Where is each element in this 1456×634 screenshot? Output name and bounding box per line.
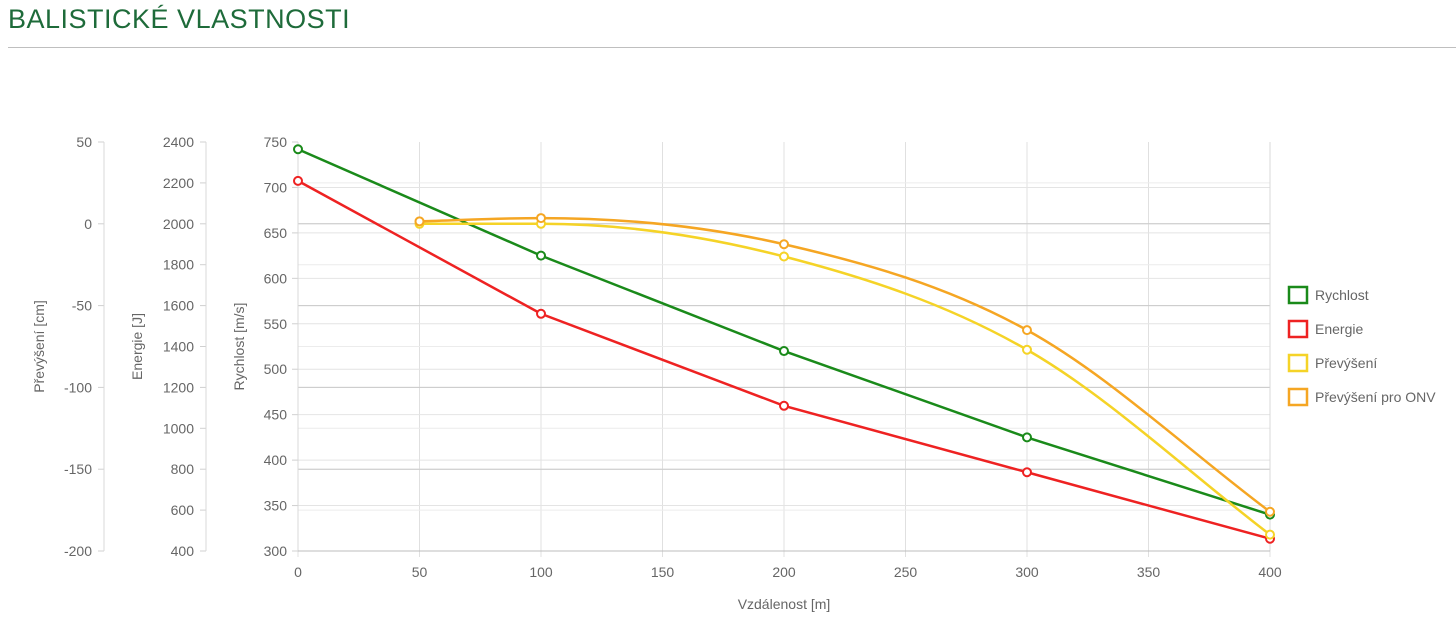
y-tick-label: 1200 [163,379,194,395]
title-divider [8,47,1456,48]
data-point-prevyseni [779,251,789,262]
data-point-prevyseni-pro-onv [536,213,546,224]
legend: Rychlost Energie Převýšení Převýšení pro ON… [1287,285,1436,407]
x-tick-label: 0 [294,564,302,580]
legend-label: Rychlost [1315,287,1369,303]
x-tick-label: 400 [1258,564,1282,580]
data-point-prevyseni-pro-onv [1022,325,1032,336]
data-point-prevyseni-pro-onv [1265,506,1275,517]
data-point-energie [536,308,546,319]
data-point-prevyseni-pro-onv [414,216,425,227]
legend-label: Energie [1315,321,1363,337]
legend-swatch [1287,387,1309,407]
y-tick-label: 400 [264,452,288,468]
y-tick-label: 450 [264,407,288,423]
grid [297,142,1271,557]
y-tick-label: 700 [264,179,288,195]
data-point-energie [293,175,303,186]
data-point-energie [1022,467,1032,478]
y-tick-label: -150 [64,461,92,477]
y-tick-label: 1000 [163,420,194,436]
y-tick-label: -50 [72,298,92,314]
x-tick-label: 350 [1137,564,1161,580]
y-tick-label: 800 [171,461,195,477]
series [293,144,1275,544]
data-point-rychlost [779,346,789,357]
y-tick-label: 550 [264,316,288,332]
data-point-energie [779,400,789,411]
page-title: BALISTICKÉ VLASTNOSTI [8,4,351,34]
y-tick-label: 750 [264,134,288,150]
legend-label: Převýšení pro ONV [1315,389,1436,405]
x-axis-title: Vzdálenost [m] [738,596,831,612]
series-line-prevyseni [419,222,1271,536]
legend-swatch [1287,319,1309,339]
y-tick-label: 300 [264,543,288,559]
y-tick-label: 1800 [163,257,194,273]
y-tick-label: 1600 [163,298,194,314]
data-point-rychlost [536,250,546,261]
data-point-prevyseni [1265,529,1275,540]
legend-swatch [1287,353,1309,373]
y-tick-label: 2000 [163,216,194,232]
x-tick-label: 250 [894,564,918,580]
y-tick-label: 0 [84,216,92,232]
y-tick-label: 50 [76,134,92,150]
y-tick-label: 600 [264,270,288,286]
legend-swatch [1287,285,1309,305]
y-tick-label: 600 [171,502,195,518]
x-tick-label: 100 [529,564,553,580]
y-tick-label: 650 [264,225,288,241]
legend-label: Převýšení [1315,355,1377,371]
y-axis-title: Rychlost [m/s] [231,303,247,391]
x-tick-label: 200 [772,564,796,580]
series-line-prevyseni-pro-onv [419,216,1271,513]
y-tick-label: -200 [64,543,92,559]
data-point-prevyseni [1022,344,1032,355]
data-point-prevyseni-pro-onv [779,239,789,250]
x-tick-label: 300 [1015,564,1039,580]
y-tick-label: 350 [264,498,288,514]
x-tick-label: 50 [412,564,428,580]
y-tick-label: 2200 [163,175,194,191]
x-tick-label: 150 [651,564,675,580]
y-axis-title: Převýšení [cm] [31,300,47,393]
y-axis-title: Energie [J] [129,313,145,380]
axes: 0 50 100 150 200 250 300 350 4003003504004505005… [31,134,1282,612]
y-tick-label: 1400 [163,339,194,355]
data-point-rychlost [293,144,303,155]
y-tick-label: 500 [264,361,288,377]
y-tick-label: 400 [171,543,195,559]
data-point-rychlost [1022,432,1032,443]
y-tick-label: -100 [64,379,92,395]
y-tick-label: 2400 [163,134,194,150]
